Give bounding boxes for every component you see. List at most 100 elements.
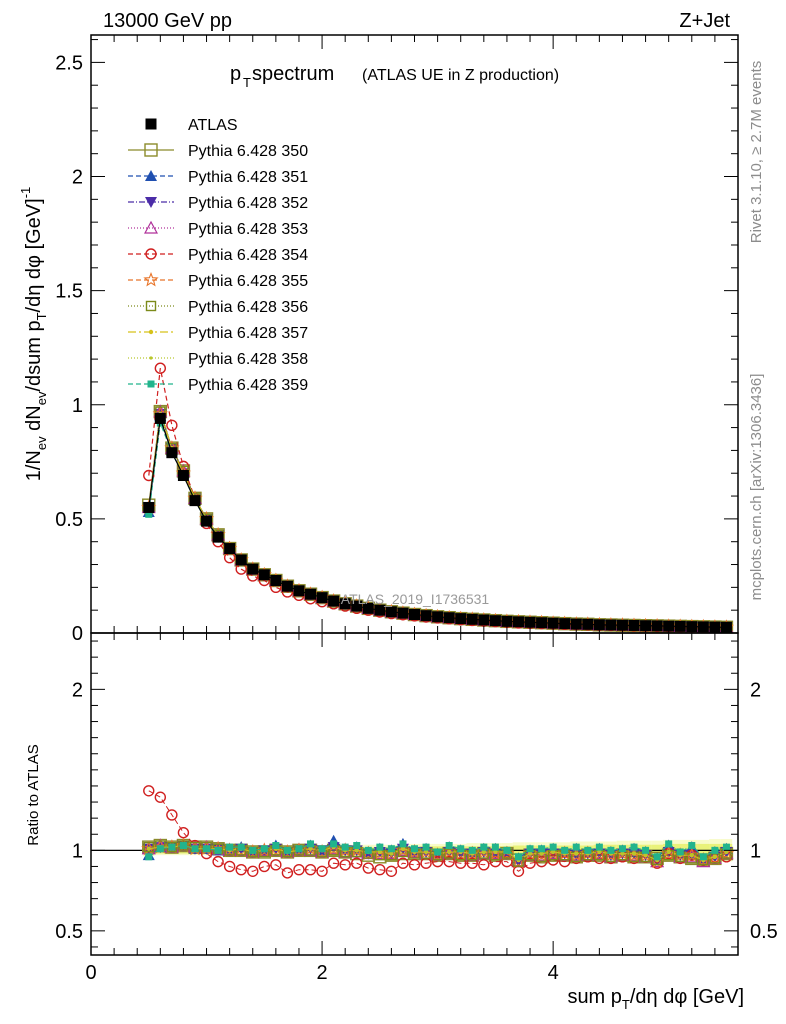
ratio-y-tick-label-right: 2 (750, 679, 761, 701)
marker-atlas (616, 619, 628, 631)
marker-atlas (374, 604, 386, 616)
marker-pythia-6-428-359 (272, 842, 280, 850)
marker-pythia-6-428-359 (399, 840, 407, 848)
marker-atlas (640, 620, 652, 632)
ratio-y-tick-label: 2 (72, 679, 83, 701)
marker-pythia-6-428-353 (592, 846, 607, 860)
marker-atlas (559, 618, 571, 630)
marker-pythia-6-428-354 (327, 857, 340, 869)
marker-pythia-6-428-354 (362, 862, 374, 874)
marker-pythia-6-428-359 (237, 843, 245, 851)
marker-pythia-6-428-354 (385, 865, 398, 877)
marker-pythia-6-428-354 (339, 859, 351, 871)
marker-atlas (628, 619, 640, 631)
marker-pythia-6-428-358 (667, 850, 671, 854)
marker-pythia-6-428-359 (699, 853, 707, 861)
title-p: p (230, 63, 241, 85)
marker-pythia-6-428-359 (145, 510, 153, 518)
marker-atlas (478, 614, 490, 626)
marker-pythia-6-428-358 (424, 850, 428, 854)
marker-pythia-6-428-359 (376, 843, 384, 851)
x-tick-label: 4 (548, 962, 559, 984)
marker-atlas (536, 617, 548, 629)
x-axis-label: sum pT/dη dφ [GeV] (567, 986, 744, 1012)
ratio-panel: 0.5 0.5 1 1 2 2 0 2 4 (55, 632, 778, 984)
marker-atlas (305, 588, 317, 600)
marker-pythia-6-428-359 (595, 843, 603, 851)
energy-label: 13000 GeV pp (103, 10, 232, 32)
ratio-series-pythia-6-428-359 (145, 840, 730, 861)
series-atlas (143, 412, 732, 633)
marker-pythia-6-428-356 (143, 841, 154, 853)
marker-pythia-6-428-358 (447, 850, 451, 854)
legend-entry-pythia-6-428-355: Pythia 6.428 355 (128, 271, 308, 290)
marker-pythia-6-428-359 (364, 846, 372, 854)
title-spectrum: spectrum (252, 63, 334, 85)
marker-pythia-6-428-359 (295, 845, 303, 853)
marker-pythia-6-428-358 (724, 850, 729, 854)
marker-pythia-6-428-358 (690, 853, 694, 857)
marker-pythia-6-428-359 (168, 843, 176, 851)
marker-pythia-6-428-353 (372, 846, 387, 860)
marker-pythia-6-428-359 (514, 853, 522, 861)
marker-atlas (524, 616, 536, 628)
marker-pythia-6-428-354 (524, 857, 536, 869)
ratio-y-tick-label-right: 0.5 (750, 921, 778, 943)
marker-atlas (362, 602, 374, 614)
legend-entry-pythia-6-428-352: Pythia 6.428 352 (128, 195, 308, 212)
marker-atlas (258, 569, 270, 581)
marker-atlas (605, 619, 617, 631)
marker-pythia-6-428-359 (341, 843, 349, 851)
marker-pythia-6-428-354 (212, 855, 224, 868)
marker-pythia-6-428-354 (478, 859, 490, 871)
marker-pythia-6-428-359 (688, 842, 696, 850)
marker-pythia-6-428-358 (493, 850, 497, 854)
marker-pythia-6-428-359 (387, 845, 395, 853)
marker-pythia-6-428-354 (235, 863, 247, 876)
marker-pythia-6-428-354 (304, 863, 317, 876)
marker-pythia-6-428-359 (283, 846, 291, 854)
marker-pythia-6-428-354 (166, 419, 178, 431)
marker-pythia-6-428-358 (551, 850, 555, 854)
marker-atlas (512, 616, 524, 628)
marker-legend-atlas (145, 118, 157, 130)
marker-pythia-6-428-359 (676, 848, 684, 856)
marker-pythia-6-428-359 (711, 846, 719, 854)
marker-atlas (397, 607, 409, 619)
marker-atlas (328, 595, 340, 607)
marker-atlas (409, 609, 420, 621)
marker-atlas (489, 615, 501, 627)
legend-label: Pythia 6.428 352 (188, 195, 308, 212)
marker-pythia-6-428-359 (561, 846, 569, 854)
marker-pythia-6-428-359 (468, 846, 476, 854)
marker-atlas (651, 620, 663, 632)
marker-pythia-6-428-359 (572, 843, 580, 851)
marker-pythia-6-428-354 (143, 469, 155, 482)
marker-pythia-6-428-358 (389, 851, 393, 856)
marker-atlas (351, 600, 363, 612)
marker-pythia-6-428-358 (401, 847, 405, 851)
marker-pythia-6-428-359 (203, 845, 211, 853)
marker-legend-pythia-6-428-359 (147, 380, 155, 388)
marker-pythia-6-428-359 (549, 843, 557, 851)
ratio-line-pythia-6-428-354 (148, 790, 727, 874)
main-data (141, 362, 735, 633)
marker-pythia-6-428-359 (457, 845, 465, 853)
marker-atlas (189, 495, 201, 507)
marker-pythia-6-428-359 (526, 845, 534, 853)
marker-pythia-6-428-359 (618, 845, 626, 853)
mcplots-label: mcplots.cern.ch [arXiv:1306.3436] (748, 374, 765, 601)
legend-label: ATLAS (188, 117, 238, 134)
x-tick-label: 2 (317, 962, 328, 984)
process-label: Z+Jet (679, 10, 730, 32)
marker-atlas (224, 543, 236, 555)
watermark: ATLAS_2019_I1736531 (341, 591, 490, 607)
marker-atlas (316, 592, 328, 604)
marker-atlas (201, 515, 213, 527)
marker-atlas (235, 554, 247, 566)
marker-pythia-6-428-354 (408, 859, 421, 871)
marker-pythia-6-428-354 (166, 809, 178, 821)
marker-pythia-6-428-359 (179, 842, 187, 850)
legend-label: Pythia 6.428 356 (188, 299, 308, 316)
